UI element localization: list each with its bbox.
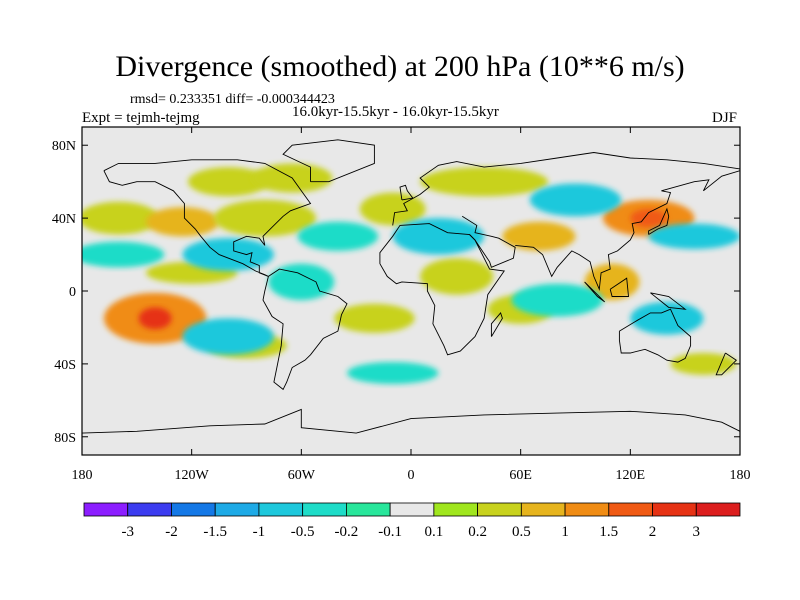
colorbar-label: -0.1 [378, 524, 402, 540]
chart-title: Divergence (smoothed) at 200 hPa (10**6 … [115, 50, 685, 83]
field-blob [630, 301, 704, 335]
field-blob [648, 223, 740, 250]
colorbar-box [520, 502, 566, 517]
colorbar-label: 0.1 [424, 524, 443, 540]
coastline [715, 352, 738, 376]
colorbar: -3 -2 -1.5 -1 -0.5 -0.2 -0.1 0.1 0.2 0.5 1 1.5 2 3 [83, 502, 741, 540]
colorbar-label: -0.2 [335, 524, 359, 540]
field-blob [630, 209, 667, 228]
field-blob [347, 362, 439, 384]
coastline [609, 277, 629, 297]
season-label: DJF [712, 110, 738, 126]
period-label: 16.0kyr-15.5kyr - 16.0kyr-15.5kyr [292, 104, 499, 120]
colorbar-box [564, 502, 610, 517]
coastline [103, 159, 312, 277]
colorbar-box [695, 502, 741, 517]
coastline [461, 215, 516, 268]
coastlines [82, 139, 740, 434]
field-blob [502, 221, 576, 251]
field-blob [138, 307, 172, 330]
field-blob [670, 352, 737, 375]
coastline [618, 308, 692, 363]
field-blob [82, 241, 165, 268]
field-blob [511, 283, 603, 317]
field-blob [420, 167, 549, 197]
y-tick-label: 80N [52, 139, 76, 154]
colorbar-box [389, 502, 435, 517]
colorbar-label: -0.5 [291, 524, 315, 540]
coastline [490, 311, 503, 337]
colorbar-label: 0.2 [468, 524, 487, 540]
field-blob [584, 263, 640, 301]
divergence-field [82, 163, 740, 384]
colorbar-box [477, 502, 522, 517]
colorbar-label: -3 [121, 524, 134, 540]
coastline [379, 223, 505, 356]
field-blob [82, 201, 159, 235]
field-blob [182, 238, 274, 271]
x-tick-label: 120E [616, 468, 646, 483]
field-blob [182, 318, 274, 355]
colorbar-box [258, 502, 304, 517]
x-tick-label: 180 [730, 468, 751, 483]
field-blob [359, 192, 426, 226]
map-background [82, 127, 740, 455]
colorbar-box [302, 502, 347, 517]
colorbar-label: -1 [253, 524, 266, 540]
y-tick-label: 40N [52, 212, 76, 227]
x-tick-label: 60W [288, 468, 316, 483]
coastline [648, 207, 670, 235]
coastline [262, 268, 348, 391]
coastline [282, 139, 375, 183]
field-blob [420, 258, 494, 295]
colorbar-box [652, 502, 697, 517]
colorbar-box [171, 502, 216, 517]
colorbar-label: -2 [165, 524, 178, 540]
coastline [515, 170, 740, 291]
experiment-label: Expt = tejmh-tejmg [82, 110, 200, 126]
colorbar-box [608, 502, 653, 517]
field-blob [392, 218, 485, 255]
colorbar-label: 0.5 [512, 524, 531, 540]
x-tick-label: 180 [72, 468, 93, 483]
colorbar-label: 1 [561, 524, 569, 540]
field-blob [297, 221, 379, 251]
field-blob [268, 263, 335, 301]
y-tick-label: 40S [54, 358, 76, 373]
field-blob [334, 303, 415, 333]
coastline [584, 281, 606, 303]
colorbar-box [433, 502, 479, 517]
coastline [399, 184, 414, 201]
x-tick-label: 0 [408, 468, 415, 483]
field-blob [145, 207, 220, 237]
coastline [82, 408, 740, 434]
field-blob [529, 183, 622, 217]
colorbar-box [345, 502, 391, 517]
y-tick-label: 0 [69, 285, 76, 300]
map-axes: 180 120W 60W 0 60E 120E 180 80N 40N 0 40S 80S [52, 127, 751, 483]
colorbar-label: 1.5 [599, 524, 618, 540]
stats-label: rmsd= 0.233351 diff= -0.000344423 [130, 92, 335, 107]
coastline [392, 152, 740, 226]
colorbar-box [83, 502, 129, 517]
colorbar-label: -1.5 [203, 524, 227, 540]
coastline [650, 292, 687, 310]
x-tick-label: 120W [175, 468, 210, 483]
colorbar-box [127, 502, 172, 517]
x-tick-label: 60E [509, 468, 532, 483]
field-blob [188, 167, 269, 197]
colorbar-label: 2 [649, 524, 657, 540]
colorbar-box [214, 502, 260, 517]
colorbar-label: 3 [693, 524, 701, 540]
field-blob [213, 199, 316, 237]
y-tick-label: 80S [54, 431, 76, 446]
